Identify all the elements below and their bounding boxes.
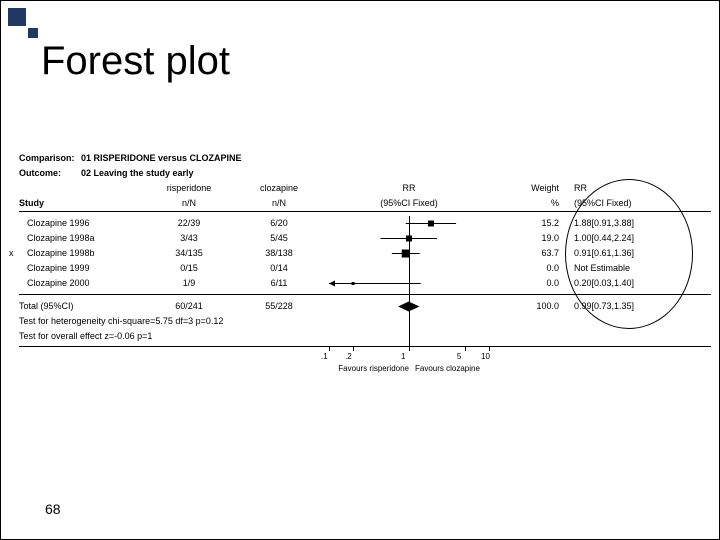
- comparison-label: Comparison:: [19, 151, 75, 166]
- study-clozapine: 38/138: [249, 246, 309, 261]
- study-clozapine: 6/20: [249, 216, 309, 231]
- axis-tick: [329, 346, 330, 351]
- corner-bullet-large: [8, 8, 26, 26]
- study-clozapine: 5/45: [249, 231, 309, 246]
- axis-tick-label: 10: [481, 352, 490, 361]
- study-risperidone: 1/9: [154, 276, 224, 291]
- colhdr-risperidone-sub: n/N: [154, 196, 224, 211]
- axis-tick: [465, 346, 466, 351]
- study-clozapine: 0/14: [249, 261, 309, 276]
- study-name: Clozapine 2000: [27, 276, 90, 291]
- colhdr-weight: Weight: [507, 181, 559, 196]
- study-weight: 15.2: [507, 216, 559, 231]
- study-name: Clozapine 1999: [27, 261, 90, 276]
- colhdr-clozapine: clozapine: [249, 181, 309, 196]
- axis-tick: [489, 346, 490, 351]
- study-weight: 63.7: [507, 246, 559, 261]
- study-risperidone: 3/43: [154, 231, 224, 246]
- heterogeneity-text: Test for heterogeneity chi-square=5.75 d…: [19, 314, 223, 329]
- row-marker: x: [9, 246, 14, 261]
- study-name: Clozapine 1998a: [27, 231, 95, 246]
- colhdr-clozapine-sub: n/N: [249, 196, 309, 211]
- study-clozapine: 6/11: [249, 276, 309, 291]
- page-number: 68: [45, 501, 61, 517]
- corner-bullet-small: [28, 28, 38, 38]
- study-weight: 0.0: [507, 276, 559, 291]
- axis-tick: [353, 346, 354, 351]
- axis-tick-label: .1: [321, 352, 328, 361]
- study-risperidone: 22/39: [154, 216, 224, 231]
- comparison-value: 01 RISPERIDONE versus CLOZAPINE: [81, 151, 242, 166]
- colhdr-rr-plot-sub: (95%CI Fixed): [329, 196, 489, 211]
- overall-effect-text: Test for overall effect z=-0.06 p=1: [19, 329, 152, 344]
- annotation-ellipse: [565, 179, 693, 329]
- null-line: [409, 216, 410, 346]
- colhdr-weight-sub: %: [507, 196, 559, 211]
- study-risperidone: 34/135: [154, 246, 224, 261]
- colhdr-risperidone: risperidone: [154, 181, 224, 196]
- colhdr-rr-plot: RR: [329, 181, 489, 196]
- slide-title: Forest plot: [41, 39, 230, 84]
- axis-tick-label: 5: [457, 352, 461, 361]
- slide: Forest plot 68 Comparison: 01 RISPERIDON…: [0, 0, 720, 540]
- outcome-value: 02 Leaving the study early: [81, 166, 194, 181]
- favours-left: Favours risperidone: [319, 364, 409, 373]
- study-name: Clozapine 1996: [27, 216, 90, 231]
- study-weight: 19.0: [507, 231, 559, 246]
- axis-tick-label: .2: [345, 352, 352, 361]
- study-name: Clozapine 1998b: [27, 246, 95, 261]
- favours-right: Favours clozapine: [415, 364, 480, 373]
- study-weight: 0.0: [507, 261, 559, 276]
- colhdr-study-sub: Study: [19, 196, 44, 211]
- forest-plot: Comparison: 01 RISPERIDONE versus CLOZAP…: [19, 151, 711, 211]
- outcome-label: Outcome:: [19, 166, 61, 181]
- study-risperidone: 0/15: [154, 261, 224, 276]
- axis-tick: [409, 346, 410, 351]
- axis-tick-label: 1: [401, 352, 405, 361]
